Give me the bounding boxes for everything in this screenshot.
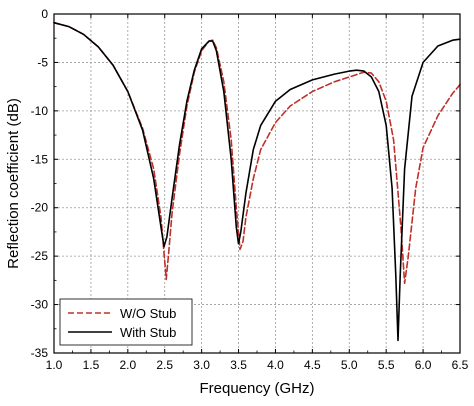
x-tick-label: 1.5 bbox=[83, 358, 100, 372]
y-tick-label: -10 bbox=[31, 104, 49, 118]
x-tick-label: 1.0 bbox=[46, 358, 63, 372]
y-tick-label: -35 bbox=[31, 346, 49, 360]
grid bbox=[54, 14, 460, 353]
y-tick-label: -5 bbox=[37, 55, 48, 69]
x-tick-label: 6.5 bbox=[452, 358, 469, 372]
series-line-1 bbox=[53, 21, 461, 342]
x-tick-label: 2.5 bbox=[156, 358, 173, 372]
x-tick-label: 5.0 bbox=[341, 358, 358, 372]
y-axis-title: Reflection coefficient (dB) bbox=[5, 98, 22, 269]
x-tick-label: 3.5 bbox=[230, 358, 247, 372]
x-tick-label: 5.5 bbox=[378, 358, 395, 372]
y-tick-label: -25 bbox=[31, 249, 49, 263]
x-axis-title: Frequency (GHz) bbox=[199, 380, 314, 397]
series-layer bbox=[53, 21, 461, 342]
x-tick-label: 4.0 bbox=[267, 358, 284, 372]
y-tick-label: -30 bbox=[31, 298, 49, 312]
legend-label-with-stub: With Stub bbox=[120, 325, 176, 340]
y-tick-label: -20 bbox=[31, 201, 49, 215]
y-tick-label: -15 bbox=[31, 152, 49, 166]
legend: W/O Stub With Stub bbox=[59, 298, 193, 346]
series-line-0 bbox=[53, 21, 461, 285]
x-tick-label: 3.0 bbox=[193, 358, 210, 372]
x-tick-label: 2.0 bbox=[119, 358, 136, 372]
legend-label-wo-stub: W/O Stub bbox=[120, 306, 176, 321]
legend-box bbox=[59, 298, 193, 346]
x-tick-label: 6.0 bbox=[415, 358, 432, 372]
x-tick-label: 4.5 bbox=[304, 358, 321, 372]
y-tick-label: 0 bbox=[41, 7, 48, 21]
x-tick-labels: 1.0 1.5 2.0 2.5 3.0 3.5 4.0 4.5 5.0 5.5 6.0 6.5 bbox=[46, 358, 469, 372]
y-tick-labels: 0 -5 -10 -15 -20 -25 -30 -35 bbox=[31, 7, 49, 360]
ticks bbox=[53, 13, 461, 354]
